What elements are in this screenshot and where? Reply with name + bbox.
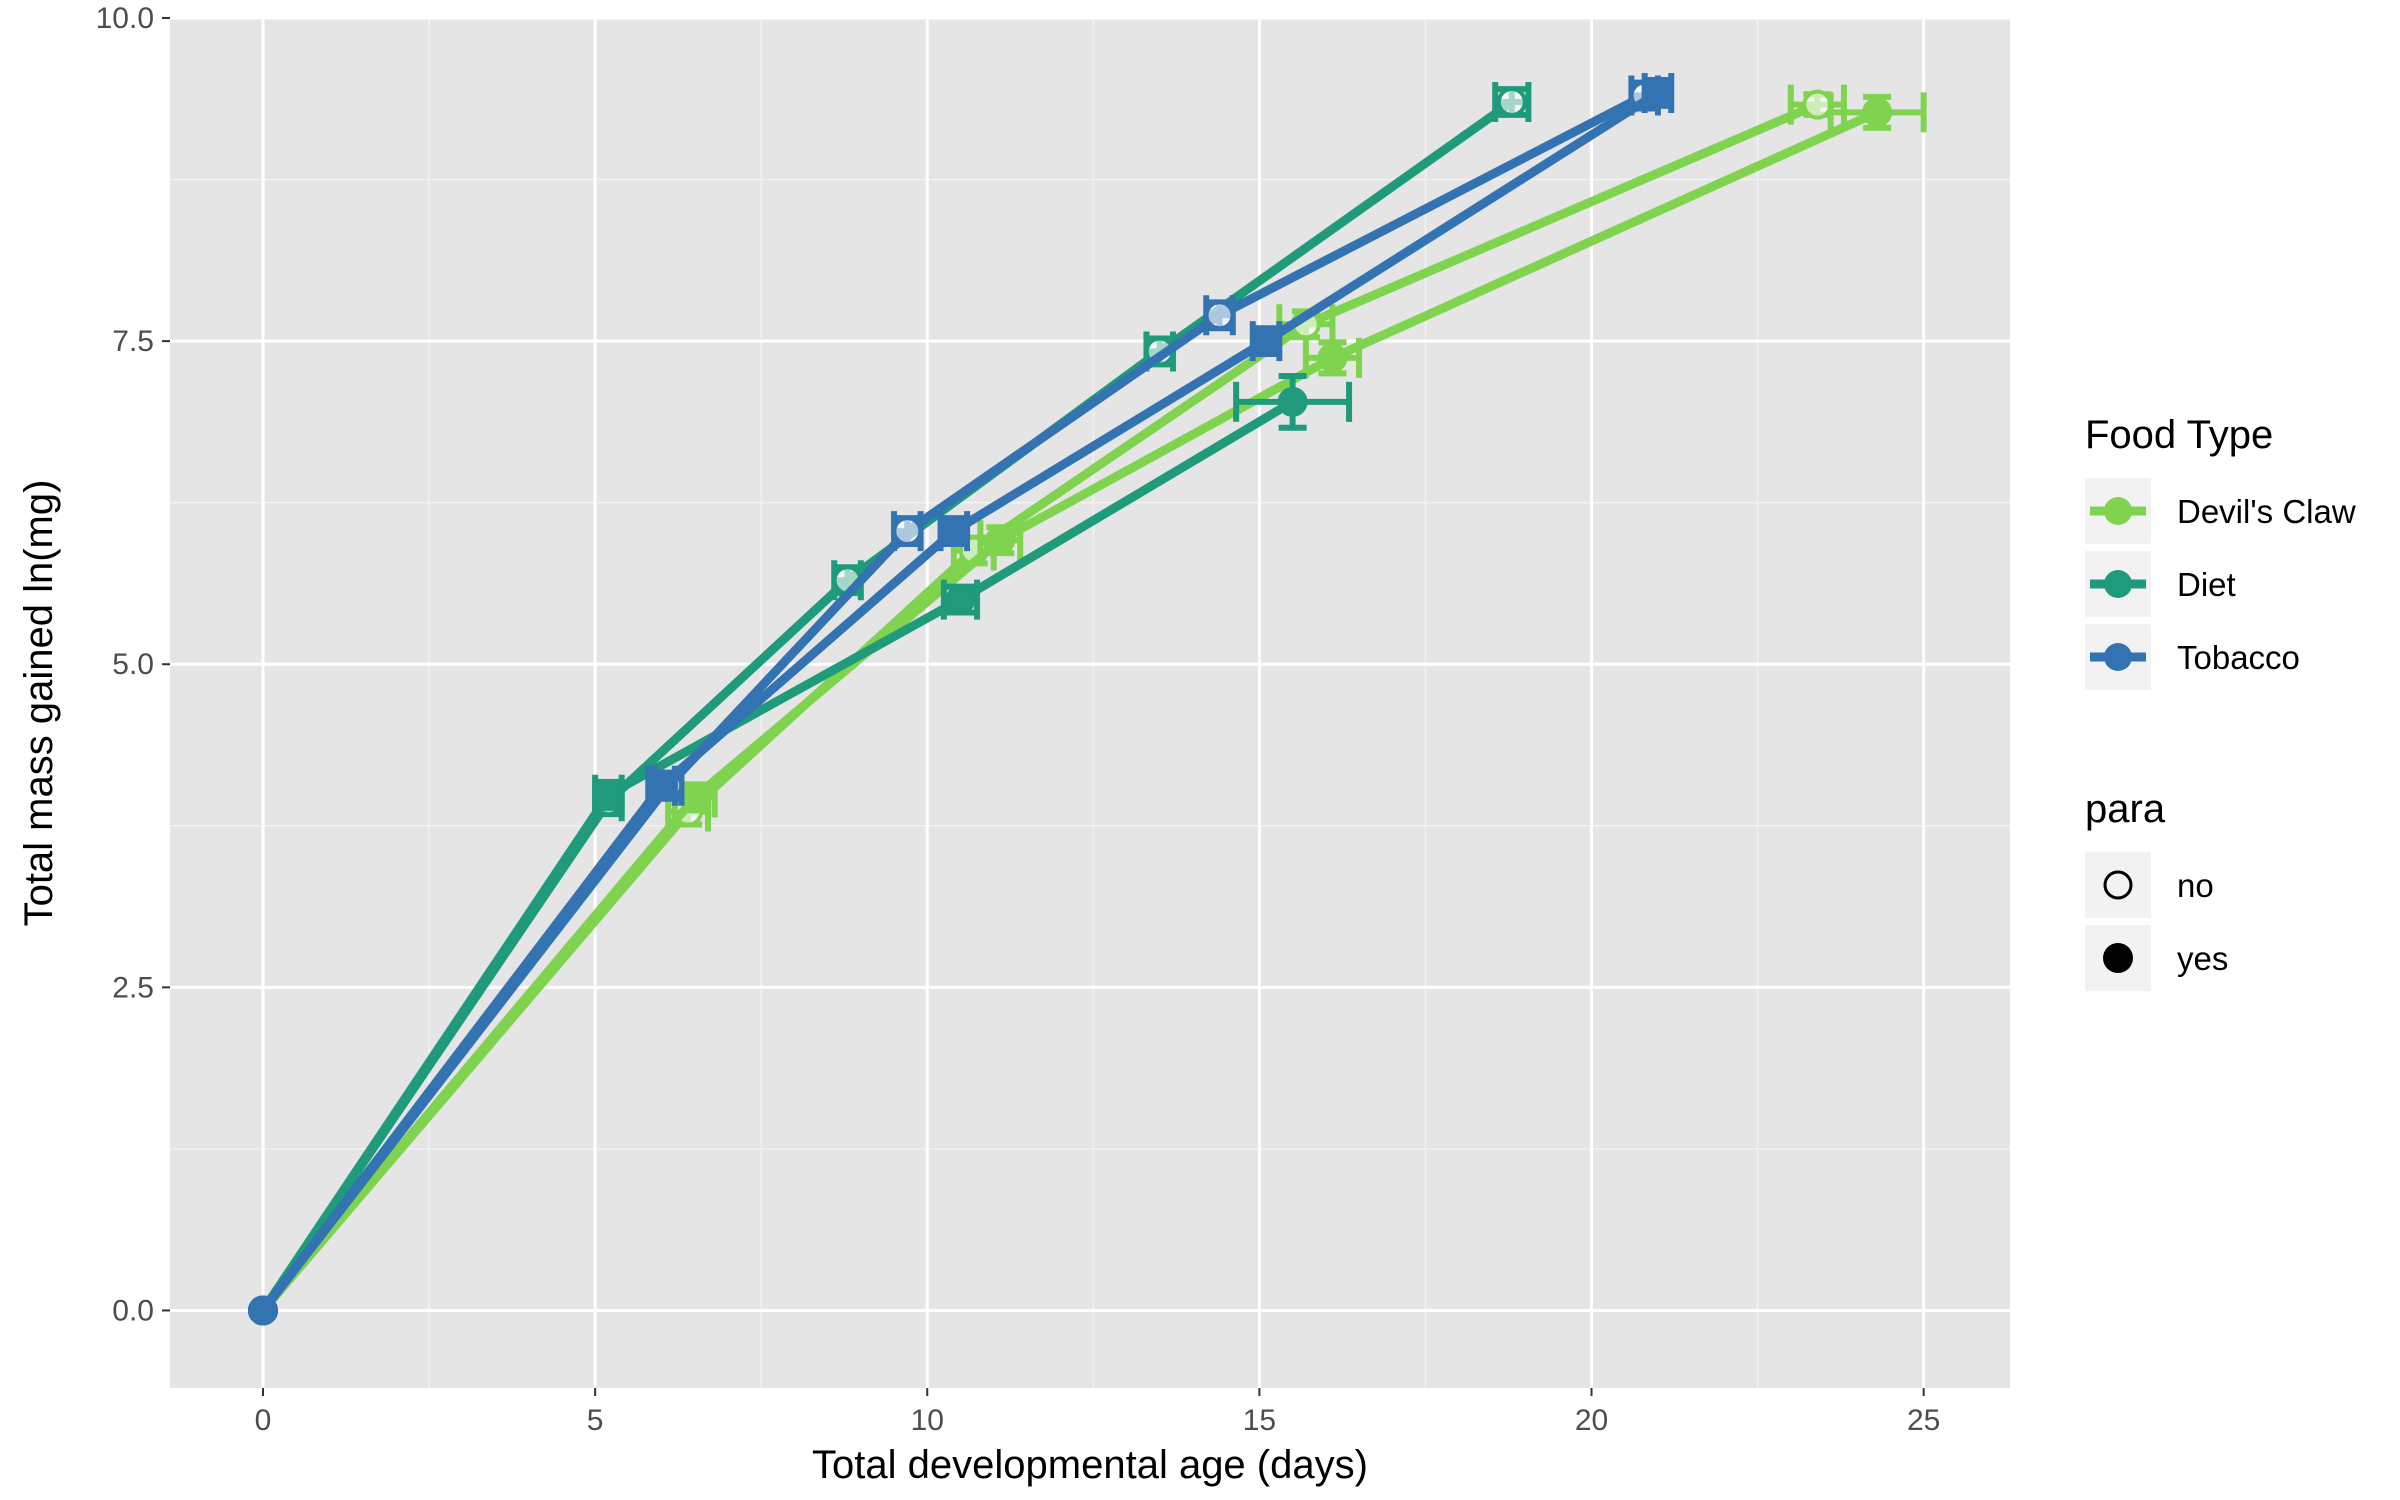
- data-point: [1802, 89, 1833, 120]
- minor-gridlines: [170, 18, 2010, 1388]
- plot-panel: [170, 18, 2010, 1388]
- data-point: [945, 584, 976, 615]
- data-point: [1204, 300, 1235, 331]
- x-tick-label: 5: [587, 1404, 604, 1437]
- legend-label: Devil's Claw: [2177, 493, 2356, 530]
- legend-label: Diet: [2177, 566, 2236, 603]
- legend-label: no: [2177, 867, 2214, 904]
- series-layer: [247, 72, 1927, 1326]
- data-point: [1317, 342, 1348, 373]
- series-line: [259, 397, 1295, 1313]
- legend-label: Tobacco: [2177, 639, 2300, 676]
- data-point: [247, 1295, 278, 1326]
- x-tick-label: 20: [1575, 1404, 1608, 1437]
- x-tick-label: 15: [1243, 1404, 1276, 1437]
- data-point: [1862, 97, 1893, 128]
- filled-circle-icon: [2103, 943, 2133, 973]
- y-tick-label: 10.0: [96, 2, 154, 35]
- tick-labels: 0 5 10 15 20 25 0.0 2.5 5.0 7.5 10.0: [96, 2, 1941, 1437]
- data-point: [892, 516, 923, 547]
- axis-ticks: [162, 17, 1925, 1396]
- legend-para-title: para: [2085, 787, 2166, 831]
- data-point: [938, 516, 969, 547]
- series-tobaccoyes: [247, 72, 1675, 1326]
- data-point: [1496, 87, 1527, 118]
- legend-entry-devil-s-claw: Devil's Claw: [2085, 478, 2356, 544]
- legend-food-type-title: Food Type: [2085, 413, 2273, 457]
- y-tick-label: 2.5: [112, 971, 154, 1004]
- legend-label: yes: [2177, 940, 2228, 977]
- legend-food-type: Food Type Devil's Claw Diet Tobacco: [2085, 413, 2356, 690]
- data-point: [1277, 386, 1308, 417]
- data-point: [1642, 77, 1673, 108]
- data-point: [679, 782, 710, 813]
- open-circle-icon: [2103, 870, 2133, 900]
- y-tick-label: 0.0: [112, 1294, 154, 1327]
- y-tick-label: 7.5: [112, 325, 154, 358]
- legend-para: para no yes: [2085, 787, 2228, 991]
- legend-key-point: [2104, 570, 2132, 598]
- legend-key-point: [2104, 497, 2132, 525]
- series-devil-s-clawyes: [247, 92, 1927, 1326]
- y-axis-title: Total mass gained ln(mg): [17, 480, 61, 927]
- data-point: [985, 525, 1016, 556]
- legend-entry-tobacco: Tobacco: [2085, 624, 2300, 690]
- x-tick-label: 25: [1907, 1404, 1940, 1437]
- legend-entry-diet: Diet: [2085, 551, 2236, 617]
- data-point: [593, 779, 624, 810]
- data-point: [1251, 326, 1282, 357]
- series-dietyes: [247, 373, 1353, 1326]
- legend-key: [2085, 852, 2151, 918]
- legend-entry-no: no: [2085, 852, 2214, 918]
- y-tick-label: 5.0: [112, 648, 154, 681]
- x-axis-title: Total developmental age (days): [812, 1443, 1368, 1487]
- x-tick-label: 10: [911, 1404, 944, 1437]
- legend-entry-yes: yes: [2085, 925, 2228, 991]
- x-tick-label: 0: [255, 1404, 272, 1437]
- data-point: [646, 770, 677, 801]
- major-gridlines: [170, 16, 2010, 1388]
- legend-key-point: [2104, 643, 2132, 671]
